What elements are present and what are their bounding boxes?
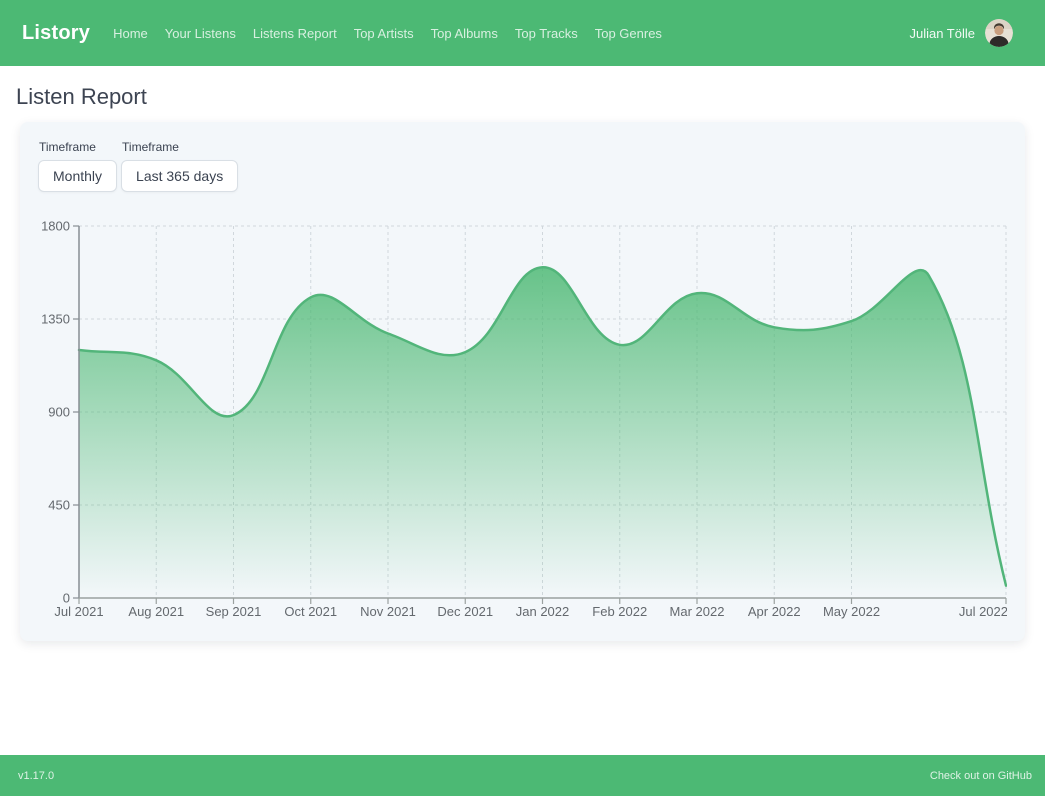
timeframe-range-control: Timeframe Last 365 days <box>121 140 239 192</box>
nav-item-your-listens[interactable]: Your Listens <box>164 25 236 41</box>
x-axis-label: Sep 2021 <box>206 604 262 619</box>
nav-item-top-albums[interactable]: Top Albums <box>430 25 498 41</box>
chart-canvas[interactable]: 0 450 900 1350 1800 Jul 2021 Aug 2021 Sep 2021 O… <box>38 212 1008 626</box>
x-axis-label: Mar 2022 <box>670 604 725 619</box>
timeframe-controls: Timeframe Monthly Timeframe Last 365 day… <box>38 140 1007 192</box>
github-link[interactable]: Check out on GitHub <box>929 769 1032 782</box>
version-label: v1.17.0 <box>18 769 55 782</box>
y-axis-label: 450 <box>48 498 70 513</box>
area-series-fill <box>79 267 1006 598</box>
nav-item-top-genres[interactable]: Top Genres <box>594 25 662 41</box>
timeframe-range-label: Timeframe <box>122 140 179 154</box>
page-title: Listen Report <box>16 84 147 109</box>
user-avatar[interactable] <box>985 19 1013 47</box>
x-axis-label: Jul 2021 <box>54 604 103 619</box>
x-axis-label: Apr 2022 <box>748 604 801 619</box>
main-nav: Home Your Listens Listens Report Top Art… <box>113 26 662 41</box>
x-axis-label: May 2022 <box>823 604 880 619</box>
nav-item-top-tracks[interactable]: Top Tracks <box>514 25 578 41</box>
timeframe-unit-label: Timeframe <box>39 140 96 154</box>
listens-area-chart[interactable]: 0 450 900 1350 1800 Jul 2021 Aug 2021 Sep 2021 O… <box>38 212 1008 631</box>
nav-item-listens-report[interactable]: Listens Report <box>252 25 337 41</box>
y-axis-label: 1350 <box>41 312 70 327</box>
report-card: Timeframe Monthly Timeframe Last 365 day… <box>20 122 1025 641</box>
timeframe-unit-control: Timeframe Monthly <box>38 140 118 192</box>
x-axis-label: Jan 2022 <box>516 604 570 619</box>
nav-item-home[interactable]: Home <box>113 25 148 41</box>
x-axis-label: Feb 2022 <box>592 604 647 619</box>
x-axis-label: Nov 2021 <box>360 604 416 619</box>
x-axis-label: Aug 2021 <box>128 604 184 619</box>
y-axis-label: 900 <box>48 405 70 420</box>
y-axis-label: 1800 <box>41 219 70 234</box>
y-axis-label: 0 <box>63 591 70 606</box>
x-axis-label: Jul 2022 <box>959 604 1007 619</box>
brand-logo[interactable]: Listory <box>22 21 91 44</box>
x-axis-label: Dec 2021 <box>437 604 493 619</box>
navbar: Listory Home Your Listens Listens Report… <box>0 0 1045 66</box>
timeframe-range-select[interactable]: Last 365 days <box>121 160 239 192</box>
x-axis-label: Oct 2021 <box>284 604 337 619</box>
nav-item-top-artists[interactable]: Top Artists <box>353 25 414 41</box>
avatar-photo <box>985 19 1013 47</box>
user-name: Julian Tölle <box>909 25 975 41</box>
main-content: Listen Report Timeframe Monthly Timefram… <box>0 66 1045 755</box>
user-menu[interactable]: Julian Tölle <box>909 19 1013 47</box>
timeframe-unit-select[interactable]: Monthly <box>38 160 118 192</box>
area-series-line <box>77 266 1008 587</box>
footer: v1.17.0 Check out on GitHub <box>0 755 1045 796</box>
